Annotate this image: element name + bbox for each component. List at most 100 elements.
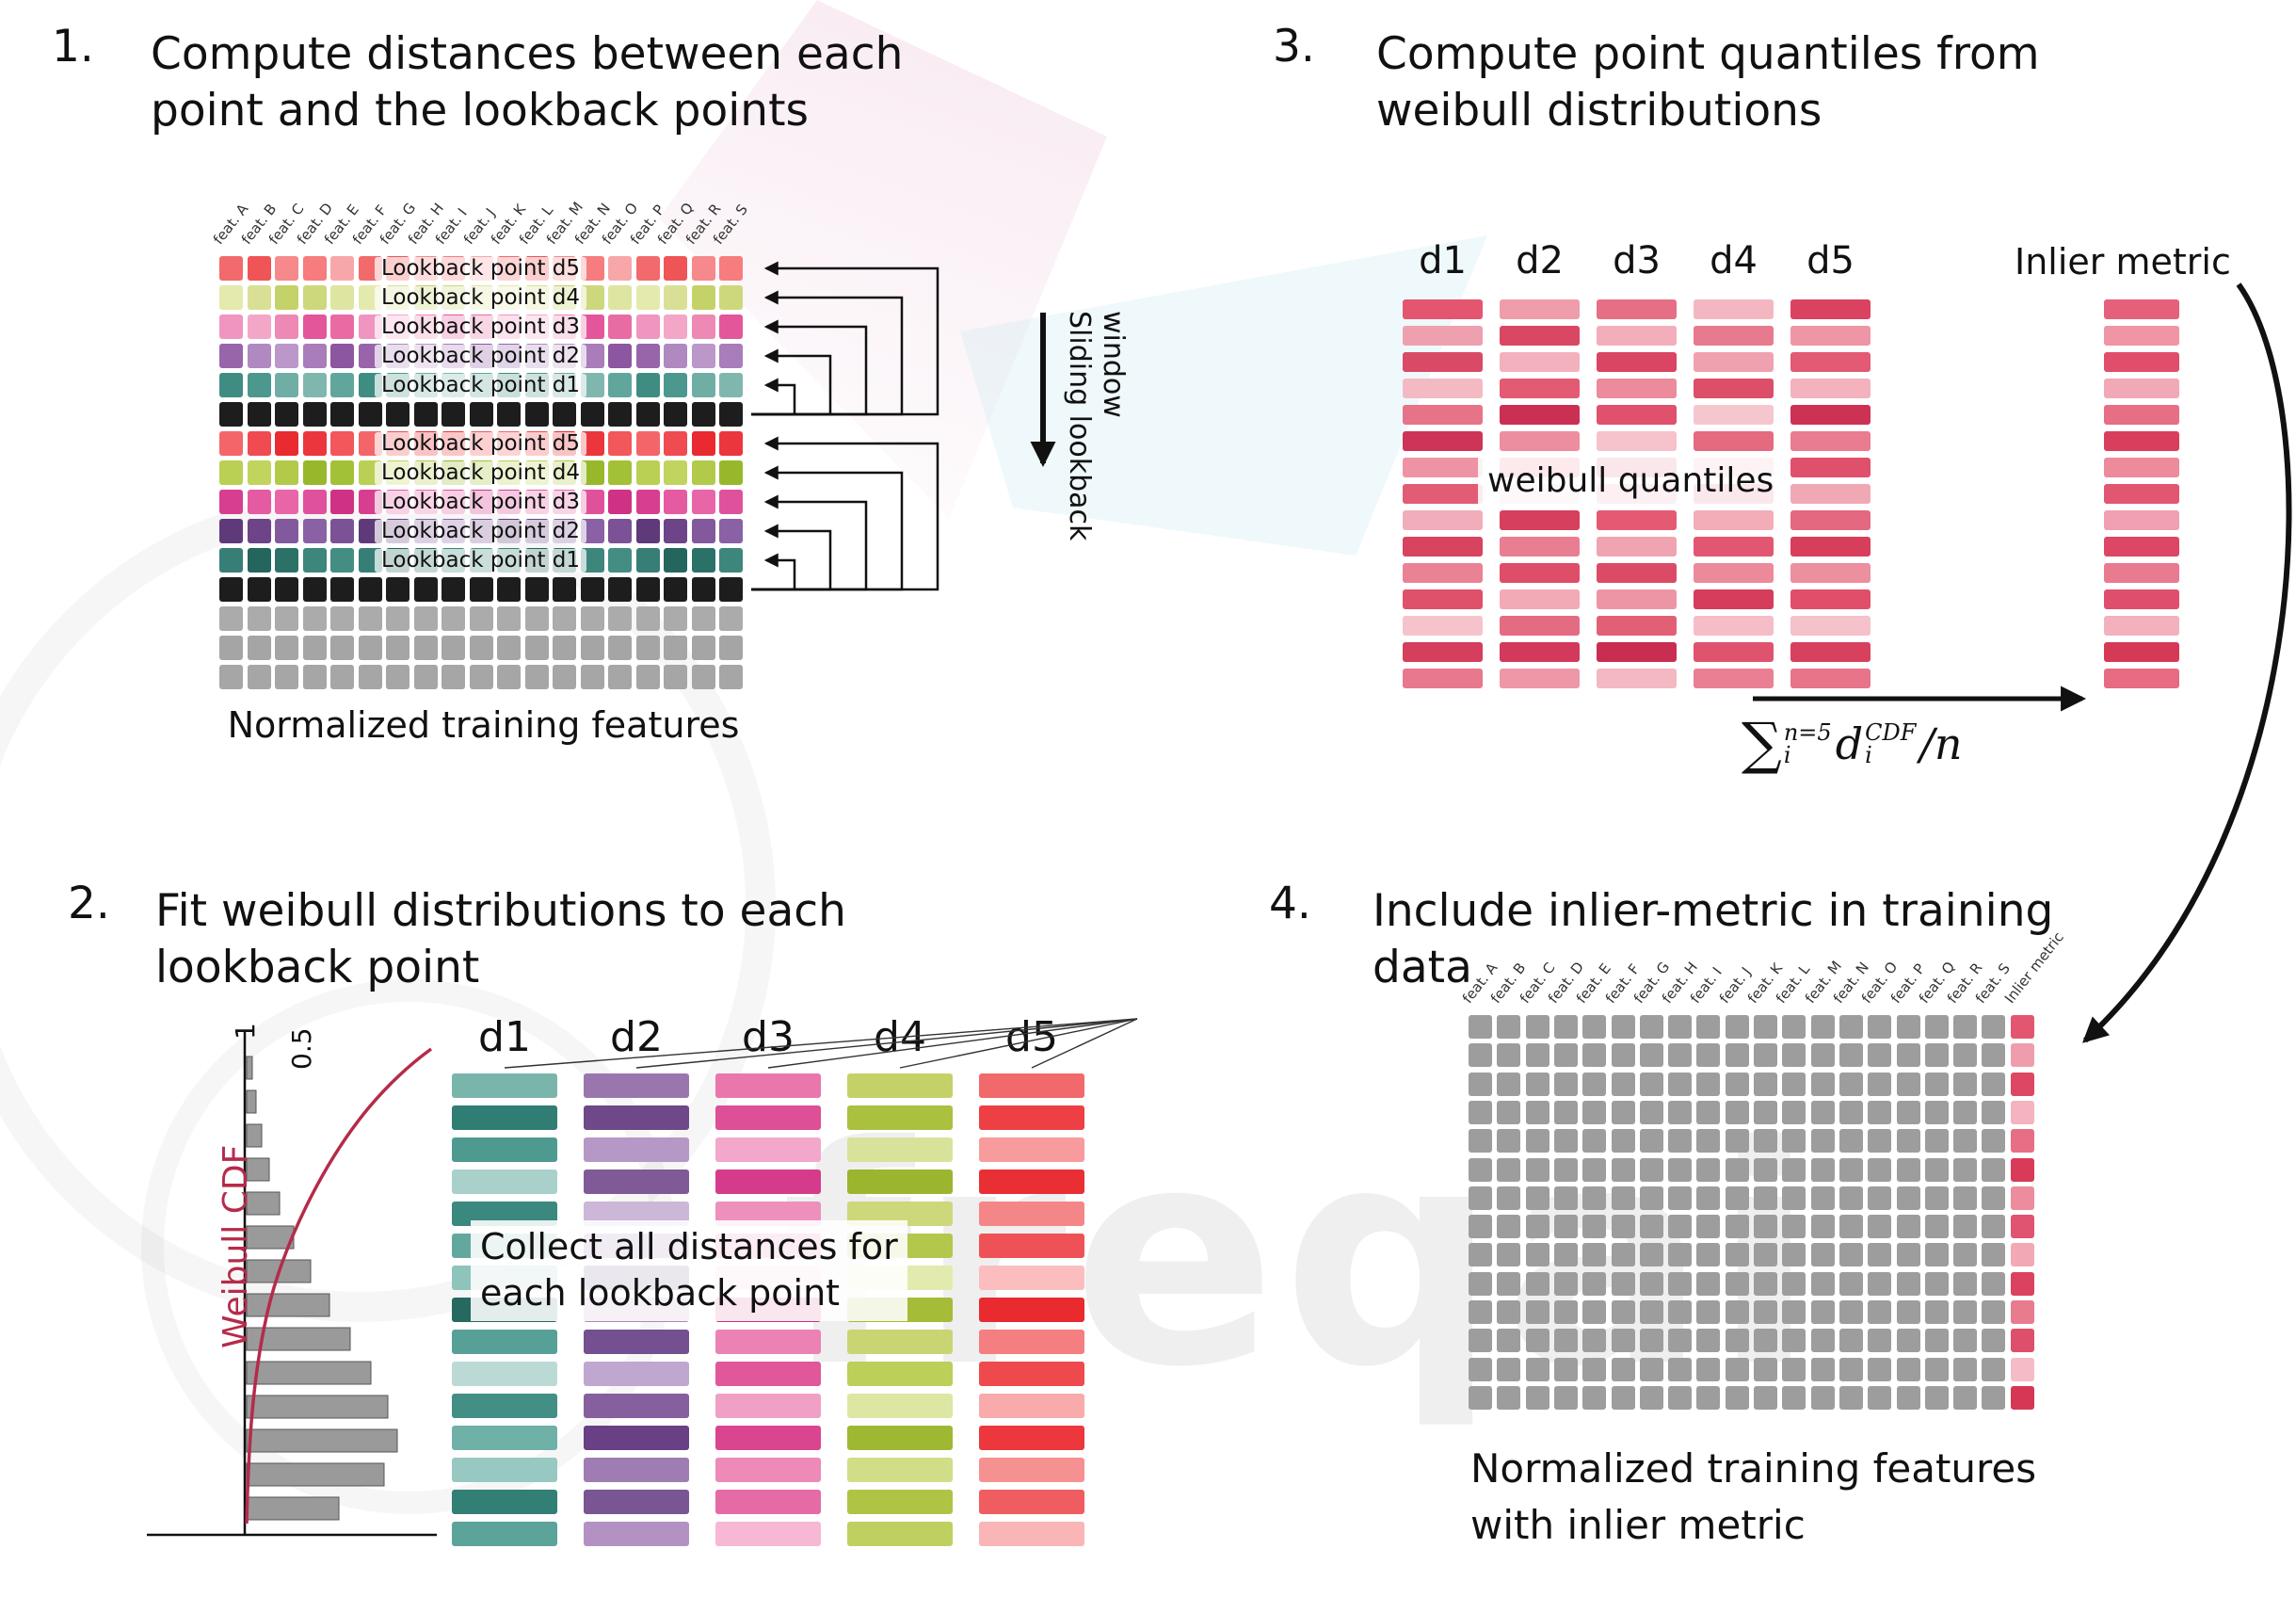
training-cell: [1525, 1157, 1549, 1182]
feature-cell: [275, 606, 298, 631]
formula-divisor: /n: [1919, 718, 1963, 769]
training-cell: [1525, 1357, 1549, 1381]
distance-bar: [847, 1426, 953, 1450]
training-cell: [1896, 1385, 1920, 1410]
feature-cell: [442, 402, 465, 427]
inlier-metric-bar: [2104, 669, 2179, 688]
training-cell: [1611, 1215, 1635, 1239]
training-cell: [1582, 1157, 1607, 1182]
inlier-metric-bar: [2104, 510, 2179, 530]
training-cell: [1810, 1015, 1835, 1039]
quantile-bar: [1597, 537, 1677, 557]
feature-cell: [302, 460, 327, 485]
training-cell: [1868, 1157, 1892, 1182]
training-cell: [1782, 1072, 1806, 1096]
feature-cell: [247, 256, 271, 281]
training-cell: [1782, 1215, 1806, 1239]
training-cell: [1668, 1300, 1693, 1324]
feature-cell: [302, 315, 327, 339]
quantile-average-formula: ∑ n=5 i d CDF i/n: [1742, 716, 1963, 772]
training-cell: [1611, 1072, 1635, 1096]
training-cell: [1696, 1072, 1721, 1096]
distance-bar: [584, 1137, 689, 1162]
feature-cell: [302, 577, 327, 602]
training-cell: [1469, 1072, 1492, 1096]
distance-bar: [584, 1522, 689, 1546]
training-cell: [1810, 1215, 1835, 1239]
training-cell: [1982, 1271, 2006, 1296]
feature-cell: [275, 344, 298, 368]
distance-bar: [847, 1170, 953, 1194]
quantile-bar: [1597, 299, 1677, 319]
inlier-metric-bar: [2104, 642, 2179, 662]
feature-cell: [691, 548, 715, 573]
histogram-bar: [246, 1428, 398, 1453]
quantile-bar: [1790, 431, 1871, 451]
training-cell: [1896, 1271, 1920, 1296]
distance-arrow: [751, 494, 868, 591]
training-cell: [1696, 1186, 1721, 1210]
quantile-bar: [1597, 352, 1677, 372]
lookback-row-label: Lookback point d1: [375, 374, 587, 397]
feature-cell: [664, 577, 687, 602]
feature-cell: [691, 606, 715, 631]
distance-bar: [847, 1490, 953, 1514]
quantile-bar: [1403, 405, 1483, 425]
quantile-bar: [1403, 484, 1483, 504]
p4-caption-line1: Normalized training features: [1470, 1445, 2037, 1492]
feature-cell: [330, 344, 354, 368]
training-cell: [1696, 1015, 1721, 1039]
feature-cell: [719, 490, 743, 514]
inlier-metric-bar: [2104, 616, 2179, 636]
training-cell: [1611, 1385, 1635, 1410]
training-cell: [1582, 1015, 1607, 1039]
training-cell: [1838, 1043, 1863, 1068]
feature-cell: [413, 665, 438, 689]
quantile-bar: [1403, 642, 1483, 662]
feature-cell: [608, 490, 632, 514]
distance-bar: [715, 1170, 821, 1194]
distance-column-header: d5: [1005, 1013, 1058, 1061]
quantile-bar: [1790, 352, 1871, 372]
feature-cell: [580, 402, 604, 427]
feature-cell: [719, 577, 743, 602]
distance-bar: [452, 1522, 557, 1546]
distance-bar: [715, 1490, 821, 1514]
training-cell: [1582, 1357, 1607, 1381]
training-cell: [1553, 1157, 1578, 1182]
training-cell: [1810, 1129, 1835, 1153]
quantile-bar: [1790, 379, 1871, 398]
training-cell: [1924, 1186, 1949, 1210]
feature-cell: [247, 431, 271, 456]
feature-cell: [302, 402, 327, 427]
training-cell: [1582, 1129, 1607, 1153]
feature-cell: [635, 606, 660, 631]
training-cell: [1982, 1015, 2006, 1039]
training-cell: [1725, 1271, 1749, 1296]
inlier-metric-label: Inlier metric: [2015, 241, 2231, 282]
quantile-bar: [1790, 616, 1871, 636]
distance-arrow: [751, 524, 832, 591]
feature-cell: [442, 665, 465, 689]
training-cell: [1611, 1243, 1635, 1267]
training-cell: [1525, 1385, 1549, 1410]
training-cell: [1924, 1043, 1949, 1068]
training-cell: [1553, 1015, 1578, 1039]
training-cell: [1754, 1015, 1777, 1039]
feature-cell: [691, 344, 715, 368]
feature-cell: [719, 402, 743, 427]
training-cell: [1582, 1329, 1607, 1353]
inlier-metric-bar: [2104, 431, 2179, 451]
feature-cell: [330, 315, 354, 339]
feature-cell: [664, 431, 687, 456]
training-cell: [1553, 1300, 1578, 1324]
lookback-row-label: Lookback point d5: [375, 257, 587, 281]
training-cell: [1868, 1271, 1892, 1296]
quantile-bar: [1597, 510, 1677, 530]
quantile-bar: [1403, 589, 1483, 609]
training-cell: [1953, 1300, 1978, 1324]
feature-cell: [553, 606, 576, 631]
distance-bar: [715, 1137, 821, 1162]
training-cell: [1754, 1072, 1777, 1096]
distance-bar: [979, 1137, 1084, 1162]
